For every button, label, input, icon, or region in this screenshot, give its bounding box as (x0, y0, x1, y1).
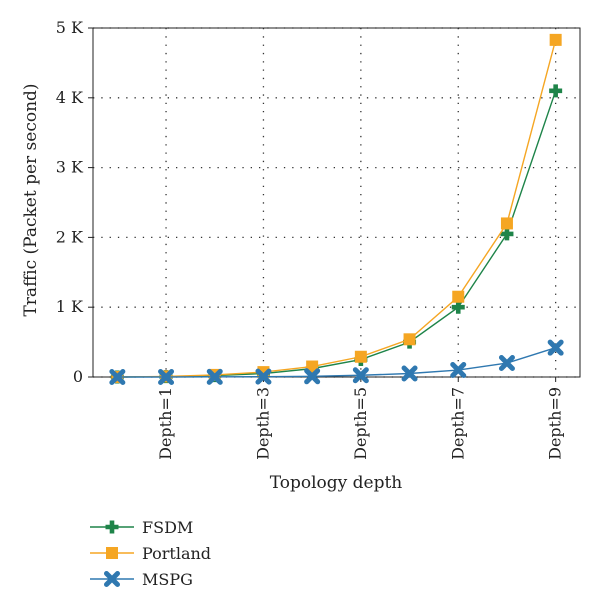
series-portland (111, 33, 562, 383)
x-tick-label: Depth=9 (546, 387, 565, 460)
data-point-portland (500, 217, 513, 230)
y-tick-label: 4 K (56, 88, 84, 107)
data-point-portland (403, 333, 416, 346)
legend-marker-portland (106, 547, 118, 559)
y-tick-label: 1 K (56, 297, 84, 316)
legend-label-mspg: MSPG (142, 570, 193, 589)
legend: FSDM Portland MSPG (90, 518, 211, 589)
data-point-mspg (109, 369, 126, 385)
series-line-fsdm (117, 90, 557, 378)
x-axis: Depth=1 Depth=3 Depth=5 Depth=7 Depth=9 (156, 377, 565, 460)
y-tick-label: 0 (73, 367, 83, 386)
x-tick-label: Depth=1 (156, 387, 175, 460)
data-point-mspg (304, 368, 321, 385)
legend-marker-fsdm (105, 520, 119, 534)
legend-label-fsdm: FSDM (142, 518, 193, 537)
series-line-portland (117, 39, 557, 378)
plot-frame (92, 27, 581, 378)
data-point-fsdm (549, 84, 563, 98)
data-point-portland (549, 33, 562, 46)
series-layer (109, 33, 564, 385)
legend-marker-mspg (104, 571, 120, 587)
data-point-mspg (206, 368, 223, 385)
data-point-mspg (450, 362, 467, 379)
y-axis: 0 1 K 2 K 3 K 4 K 5 K (56, 18, 93, 386)
data-point-fsdm (451, 300, 465, 314)
y-axis-label: Traffic (Packet per second) (21, 83, 41, 316)
legend-label-portland: Portland (142, 544, 211, 563)
data-point-portland (452, 290, 465, 303)
x-tick-label: Depth=5 (351, 387, 370, 460)
x-axis-label: Topology depth (270, 473, 403, 493)
y-tick-label: 2 K (56, 227, 84, 246)
data-point-mspg (158, 369, 175, 385)
y-tick-label: 3 K (56, 158, 84, 177)
data-point-mspg (401, 365, 418, 382)
data-point-mspg (255, 368, 272, 385)
data-point-mspg (547, 339, 564, 356)
data-point-fsdm (500, 227, 514, 241)
y-tick-label: 5 K (56, 18, 84, 37)
series-fsdm (110, 84, 563, 384)
x-tick-label: Depth=3 (253, 387, 272, 460)
data-point-portland (306, 360, 319, 373)
x-tick-label: Depth=7 (448, 387, 467, 460)
data-point-mspg (498, 355, 515, 372)
series-mspg (109, 339, 564, 385)
data-point-mspg (352, 367, 369, 384)
grid (93, 27, 580, 378)
series-line-mspg (117, 347, 556, 378)
data-point-portland (354, 350, 367, 363)
